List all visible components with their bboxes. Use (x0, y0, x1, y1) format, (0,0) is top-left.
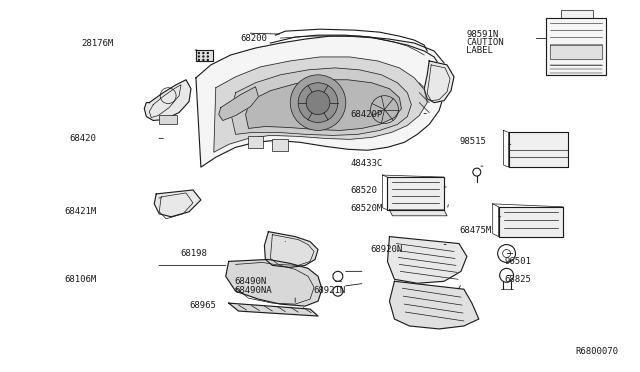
Polygon shape (390, 210, 447, 216)
Polygon shape (154, 190, 201, 217)
Text: 68200: 68200 (241, 34, 268, 43)
Polygon shape (561, 10, 593, 18)
Text: 96501: 96501 (504, 257, 531, 266)
Circle shape (198, 59, 200, 61)
Text: 68106M: 68106M (64, 275, 97, 283)
Text: 98591N: 98591N (466, 30, 499, 39)
Polygon shape (228, 303, 318, 316)
Circle shape (202, 52, 205, 54)
Circle shape (207, 52, 209, 54)
Circle shape (298, 83, 338, 122)
Text: CAUTION: CAUTION (466, 38, 504, 47)
Circle shape (207, 55, 209, 58)
Text: 68825: 68825 (504, 275, 531, 283)
Bar (248, 137, 264, 148)
Text: 68198: 68198 (180, 249, 207, 258)
Circle shape (198, 52, 200, 54)
Text: 68420P: 68420P (351, 109, 383, 119)
Polygon shape (390, 281, 479, 329)
Polygon shape (145, 80, 191, 121)
Circle shape (198, 55, 200, 58)
Text: 28176M: 28176M (81, 39, 113, 48)
Text: 68520: 68520 (351, 186, 378, 195)
Polygon shape (230, 68, 412, 135)
Circle shape (202, 55, 205, 58)
Polygon shape (550, 45, 602, 59)
Polygon shape (219, 87, 259, 121)
Circle shape (290, 75, 346, 131)
Text: 68921N: 68921N (314, 286, 346, 295)
Polygon shape (196, 50, 213, 61)
Text: 68420: 68420 (70, 134, 97, 142)
Text: 68490N: 68490N (234, 278, 266, 286)
Polygon shape (196, 36, 447, 167)
Polygon shape (509, 132, 568, 167)
Circle shape (207, 59, 209, 61)
Polygon shape (547, 18, 606, 75)
Bar (159, 115, 177, 125)
Text: 68421M: 68421M (64, 207, 97, 217)
Text: 68920N: 68920N (371, 245, 403, 254)
Text: 68965: 68965 (190, 301, 217, 311)
Text: LABEL: LABEL (466, 46, 493, 55)
Polygon shape (214, 57, 427, 152)
Polygon shape (387, 237, 467, 283)
Text: 68520M: 68520M (351, 203, 383, 213)
Text: 48433C: 48433C (351, 159, 383, 169)
Polygon shape (246, 80, 401, 131)
Polygon shape (226, 259, 322, 306)
Circle shape (202, 59, 205, 61)
Bar (273, 140, 288, 151)
Polygon shape (264, 232, 318, 267)
Text: 68475M: 68475M (460, 226, 492, 235)
Text: 68490NA: 68490NA (234, 286, 272, 295)
Text: R6800070: R6800070 (575, 347, 618, 356)
Text: 98515: 98515 (460, 137, 486, 146)
Circle shape (306, 91, 330, 115)
Polygon shape (387, 177, 444, 210)
Polygon shape (499, 207, 563, 237)
Polygon shape (424, 61, 454, 103)
